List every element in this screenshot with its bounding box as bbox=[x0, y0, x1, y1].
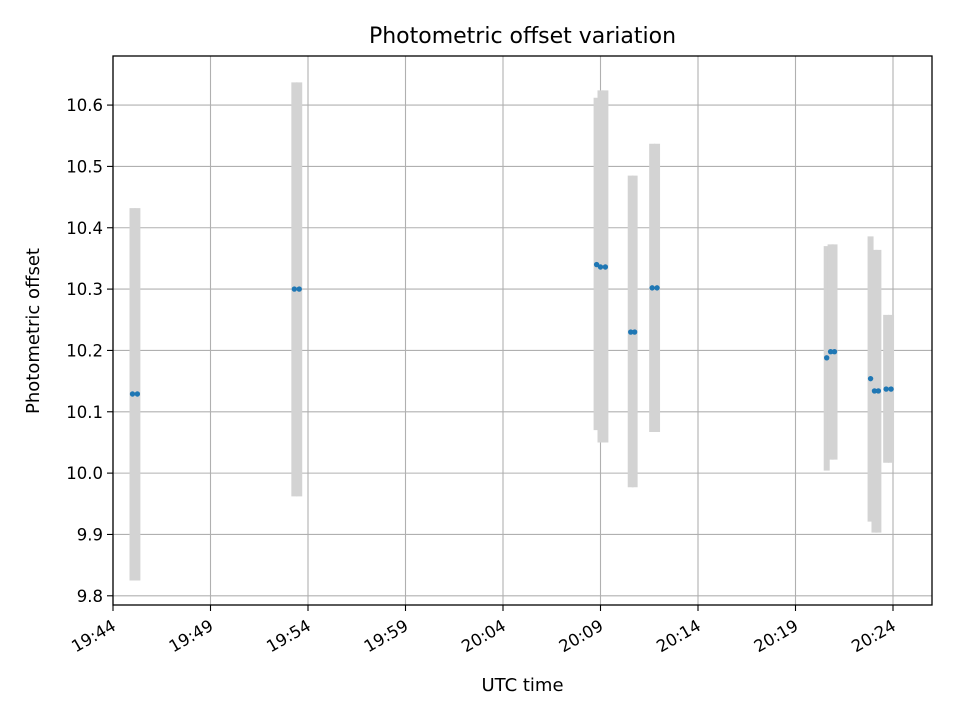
data-point bbox=[134, 391, 141, 397]
chart-title: Photometric offset variation bbox=[369, 24, 676, 49]
data-point bbox=[883, 386, 889, 392]
y-tick-label: 10.6 bbox=[66, 96, 103, 115]
y-tick-label: 9.8 bbox=[77, 587, 103, 606]
data-markers bbox=[129, 261, 894, 397]
data-point bbox=[291, 286, 298, 292]
data-point bbox=[602, 264, 609, 270]
data-point bbox=[649, 285, 655, 291]
data-point bbox=[831, 348, 838, 355]
x-axis-label: UTC time bbox=[481, 675, 563, 696]
data-point bbox=[654, 285, 660, 291]
y-tick-label: 10.1 bbox=[66, 403, 103, 422]
y-axis-ticks: 9.8 9.9 10.0 10.1 10.2 10.3 10.4 10.5 10.6 bbox=[66, 96, 113, 606]
y-tick-label: 10.4 bbox=[66, 219, 103, 238]
data-point bbox=[824, 355, 830, 361]
y-tick-label: 10.0 bbox=[66, 464, 103, 483]
data-point bbox=[296, 286, 302, 292]
plot-frame bbox=[112, 55, 933, 606]
data-point bbox=[129, 391, 136, 397]
data-point bbox=[867, 375, 874, 382]
data-point bbox=[597, 264, 604, 270]
y-axis-label: Photometric offset bbox=[23, 248, 44, 414]
data-point bbox=[875, 388, 882, 394]
data-point bbox=[888, 386, 894, 392]
data-point bbox=[871, 388, 878, 394]
data-point bbox=[593, 261, 600, 268]
data-point bbox=[631, 329, 638, 335]
y-tick-label: 10.3 bbox=[66, 280, 103, 299]
data-point bbox=[628, 329, 634, 335]
y-tick-label: 10.5 bbox=[66, 157, 103, 176]
y-tick-label: 9.9 bbox=[77, 525, 103, 544]
data-point bbox=[827, 348, 834, 355]
y-tick-label: 10.2 bbox=[66, 341, 103, 360]
